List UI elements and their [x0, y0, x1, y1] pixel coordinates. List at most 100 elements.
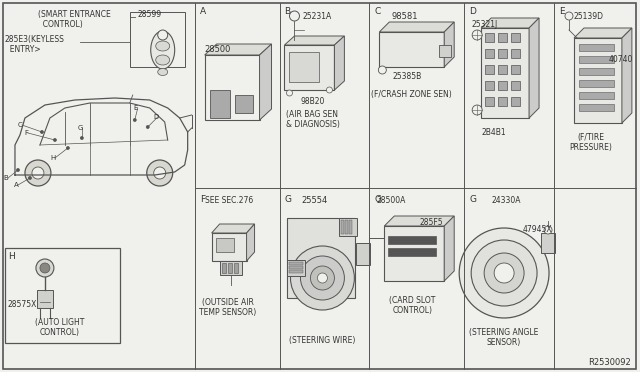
Text: TEMP SENSOR): TEMP SENSOR) [199, 308, 256, 317]
Bar [356, 243, 371, 265]
Ellipse shape [157, 68, 168, 76]
Bar [579, 80, 614, 87]
Circle shape [300, 256, 344, 300]
Text: 25554: 25554 [301, 196, 328, 205]
Circle shape [289, 11, 300, 21]
Text: (F/CRASH ZONE SEN): (F/CRASH ZONE SEN) [371, 90, 452, 99]
Circle shape [317, 273, 328, 283]
Text: 25231A: 25231A [303, 12, 332, 21]
Text: G: G [77, 125, 83, 131]
Circle shape [310, 266, 335, 290]
Text: SENSOR): SENSOR) [487, 338, 521, 347]
Bar [498, 65, 507, 74]
Polygon shape [622, 28, 632, 123]
Bar [349, 220, 353, 234]
Polygon shape [481, 18, 539, 28]
Circle shape [32, 167, 44, 179]
Text: 28500: 28500 [205, 45, 231, 54]
Polygon shape [212, 224, 255, 233]
Bar [579, 56, 614, 63]
Bar [498, 81, 507, 90]
Text: H: H [51, 155, 56, 161]
Circle shape [565, 12, 573, 20]
Bar [5, 248, 120, 343]
Circle shape [25, 160, 51, 186]
Circle shape [484, 253, 524, 293]
Circle shape [287, 90, 292, 96]
Bar [388, 236, 436, 244]
Text: 25139D: 25139D [574, 12, 604, 21]
Bar [285, 45, 335, 90]
Bar [287, 218, 355, 298]
Circle shape [133, 119, 136, 122]
Circle shape [157, 30, 168, 40]
Text: A: A [200, 7, 206, 16]
Bar [579, 44, 614, 51]
Polygon shape [260, 44, 271, 120]
Text: C: C [374, 7, 381, 16]
Bar [511, 65, 520, 74]
Bar [481, 28, 529, 118]
Bar [498, 49, 507, 58]
Text: E: E [134, 105, 138, 111]
Text: 40740: 40740 [609, 55, 634, 64]
Polygon shape [285, 36, 344, 45]
Text: B: B [4, 175, 8, 181]
Bar [212, 233, 246, 261]
Circle shape [147, 160, 173, 186]
Text: 28599: 28599 [138, 10, 162, 19]
Bar [485, 33, 494, 42]
Polygon shape [380, 22, 454, 32]
Text: & DIAGNOSIS): & DIAGNOSIS) [285, 120, 339, 129]
Text: 285E3(KEYLESS: 285E3(KEYLESS [5, 35, 65, 44]
Text: 47945X: 47945X [522, 225, 552, 234]
Text: D: D [469, 7, 476, 16]
Circle shape [28, 176, 31, 180]
Text: 24330A: 24330A [491, 196, 520, 205]
Text: ENTRY>: ENTRY> [5, 45, 40, 54]
Bar [339, 218, 357, 236]
Text: (AUTO LIGHT: (AUTO LIGHT [35, 318, 84, 327]
Circle shape [17, 169, 19, 171]
Ellipse shape [151, 31, 175, 69]
Bar [485, 97, 494, 106]
Text: 28575X: 28575X [8, 300, 37, 309]
Bar [485, 49, 494, 58]
Polygon shape [385, 216, 454, 226]
Circle shape [471, 240, 537, 306]
Text: 285F5: 285F5 [419, 218, 443, 227]
Polygon shape [444, 216, 454, 281]
Text: C: C [17, 122, 22, 128]
Text: A: A [13, 182, 19, 188]
Text: 98581: 98581 [391, 12, 417, 21]
Bar [498, 33, 507, 42]
Circle shape [81, 137, 83, 140]
Text: CONTROL): CONTROL) [40, 328, 80, 337]
Ellipse shape [156, 55, 170, 65]
Text: G: G [374, 195, 381, 204]
Bar [228, 263, 232, 273]
Polygon shape [335, 36, 344, 90]
Bar [380, 32, 444, 67]
Polygon shape [246, 224, 255, 261]
Bar [287, 260, 305, 276]
Bar [385, 226, 444, 281]
Bar [541, 233, 555, 253]
Text: 2B4B1: 2B4B1 [481, 128, 506, 137]
Text: (AIR BAG SEN: (AIR BAG SEN [287, 110, 339, 119]
Text: B: B [285, 7, 291, 16]
Circle shape [36, 259, 54, 277]
Circle shape [154, 167, 166, 179]
Ellipse shape [156, 41, 170, 51]
Bar [485, 65, 494, 74]
Circle shape [378, 66, 387, 74]
Polygon shape [574, 28, 632, 38]
Circle shape [494, 263, 514, 283]
Bar [289, 262, 303, 265]
Text: 28500A: 28500A [376, 196, 406, 205]
Text: (SMART ENTRANCE: (SMART ENTRANCE [38, 10, 111, 19]
Text: SEE SEC.276: SEE SEC.276 [205, 196, 253, 205]
Bar [511, 81, 520, 90]
Text: D: D [153, 114, 158, 120]
Circle shape [291, 246, 355, 310]
